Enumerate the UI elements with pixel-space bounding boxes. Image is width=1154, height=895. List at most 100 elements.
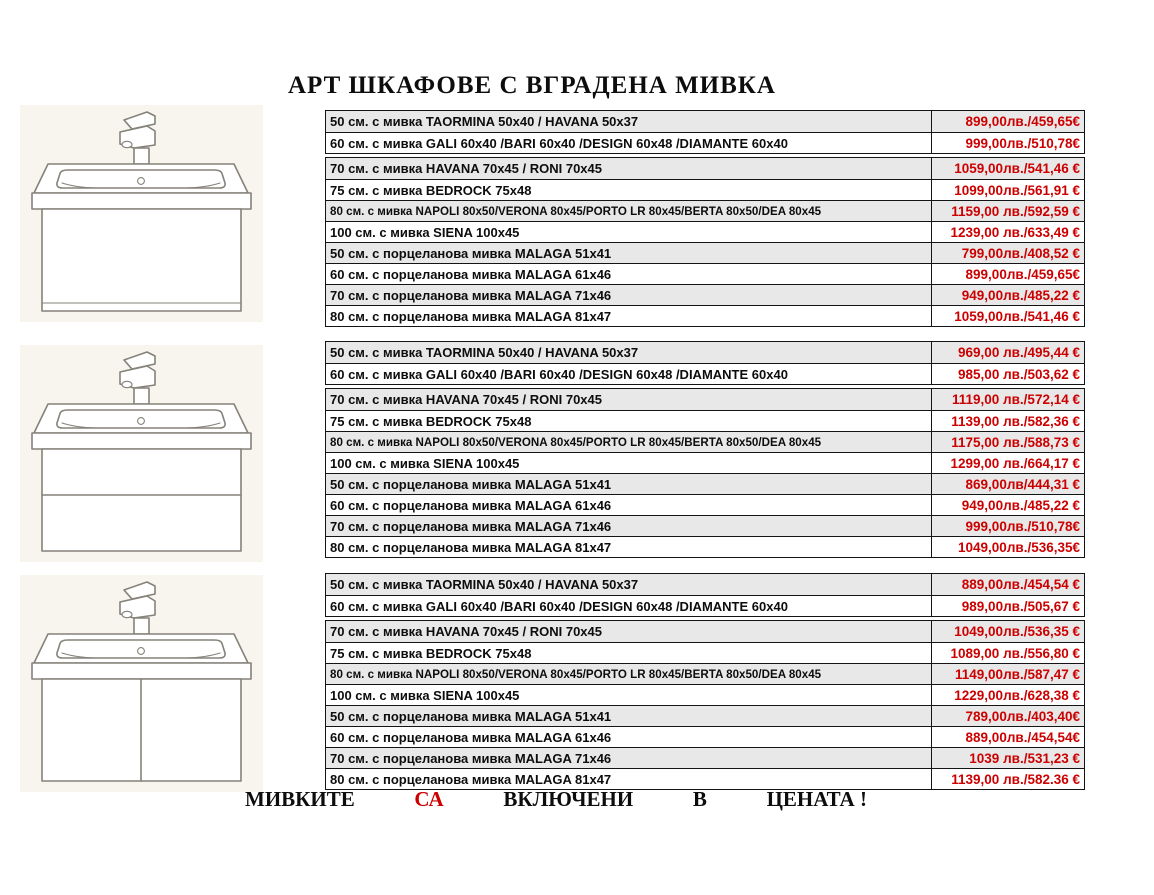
table-row: 80 см. с порцеланова мивка MALAGA 81x47 1… xyxy=(326,768,1084,789)
price-cell: 1149,00лв./587,47 € xyxy=(955,666,1080,682)
page-title: АРТ ШКАФОВЕ С ВГРАДЕНА МИВКА xyxy=(288,72,776,99)
price-cell: 1059,00лв./541,46 € xyxy=(954,308,1080,324)
price-cell: 1229,00лв./628,38 € xyxy=(954,687,1080,703)
product-name-cell: 80 см. с порцеланова мивка MALAGA 81x47 xyxy=(326,306,932,326)
price-cell: 999,00лв./510,78€ xyxy=(965,135,1080,151)
product-name-cell: 50 см. с мивка TAORMINA 50x40 / HAVANA 5… xyxy=(326,574,932,595)
table-row: 60 см. с порцеланова мивка MALAGA 61x46 8… xyxy=(326,263,1084,284)
product-name-cell: 70 см. с мивка HAVANA 70x45 / RONI 70x45 xyxy=(326,158,932,179)
product-name-cell: 75 см. с мивка BEDROCK 75x48 xyxy=(326,411,932,431)
footer-note: МИВКИТЕ СА ВКЛЮЧЕНИ В ЦЕНАТА ! xyxy=(245,787,867,812)
footer-word: В xyxy=(692,787,707,811)
price-table-3-segment-a: 50 см. с мивка TAORMINA 50x40 / HAVANA 5… xyxy=(325,573,1085,617)
table-row: 100 см. с мивка SIENA 100x45 1229,00лв./6… xyxy=(326,684,1084,705)
footer-word: МИВКИТЕ xyxy=(245,787,355,811)
price-cell: 989,00лв./505,67 € xyxy=(961,598,1080,614)
cabinet-body xyxy=(41,208,242,312)
table-row: 50 см. с порцеланова мивка MALAGA 51x41 7… xyxy=(326,242,1084,263)
product-name-cell: 50 см. с порцеланова мивка MALAGA 51x41 xyxy=(326,243,932,263)
product-name-cell: 60 см. с порцеланова мивка MALAGA 61x46 xyxy=(326,727,932,747)
footer-word-highlight: СА xyxy=(414,787,444,811)
table-row: 50 см. с мивка TAORMINA 50x40 / HAVANA 5… xyxy=(326,342,1084,363)
footer-word: ЦЕНАТА ! xyxy=(766,787,867,811)
price-cell: 1159,00 лв./592,59 € xyxy=(951,203,1080,219)
product-name-cell: 80 см. с мивка NAPOLI 80x50/VERONA 80x45… xyxy=(326,664,932,684)
table-row: 100 см. с мивка SIENA 100x45 1299,00 лв./… xyxy=(326,452,1084,473)
table-row: 60 см. с порцеланова мивка MALAGA 61x46 9… xyxy=(326,494,1084,515)
product-name-cell: 50 см. с мивка TAORMINA 50x40 / HAVANA 5… xyxy=(326,342,932,363)
table-row: 70 см. с мивка HAVANA 70x45 / RONI 70x45… xyxy=(326,389,1084,410)
price-cell: 985,00 лв./503,62 € xyxy=(958,366,1080,382)
price-cell: 1039 лв./531,23 € xyxy=(969,750,1080,766)
product-name-cell: 70 см. с порцеланова мивка MALAGA 71x46 xyxy=(326,285,932,305)
price-table-1-segment-b: 70 см. с мивка HAVANA 70x45 / RONI 70x45… xyxy=(325,157,1085,327)
price-cell: 889,00лв./454,54€ xyxy=(965,729,1080,745)
product-name-cell: 75 см. с мивка BEDROCK 75x48 xyxy=(326,643,932,663)
price-cell: 949,00лв./485,22 € xyxy=(961,287,1080,303)
price-cell: 899,00лв./459,65€ xyxy=(965,114,1080,129)
cabinet-illustration-single-door xyxy=(20,105,263,322)
product-name-cell: 70 см. с порцеланова мивка MALAGA 71x46 xyxy=(326,748,932,768)
price-cell: 999,00лв./510,78€ xyxy=(965,518,1080,534)
product-name-cell: 60 см. с порцеланова мивка MALAGA 61x46 xyxy=(326,495,932,515)
table-row: 80 см. с мивка NAPOLI 80x50/VERONA 80x45… xyxy=(326,431,1084,452)
product-name-cell: 50 см. с мивка TAORMINA 50x40 / HAVANA 5… xyxy=(326,111,932,132)
product-name-cell: 80 см. с мивка NAPOLI 80x50/VERONA 80x45… xyxy=(326,201,932,221)
footer-word: ВКЛЮЧЕНИ xyxy=(503,787,634,811)
price-cell: 1119,00 лв./572,14 € xyxy=(952,392,1080,407)
product-name-cell: 70 см. с мивка HAVANA 70x45 / RONI 70x45 xyxy=(326,389,932,410)
price-cell: 1139,00 лв./582,36 € xyxy=(951,413,1080,429)
price-cell: 949,00лв./485,22 € xyxy=(961,497,1080,513)
vanity-sketch-single-door xyxy=(31,111,252,312)
product-name-cell: 80 см. с порцеланова мивка MALAGA 81x47 xyxy=(326,769,932,789)
price-cell: 799,00лв./408,52 € xyxy=(961,245,1080,261)
price-cell: 789,00лв./403,40€ xyxy=(965,708,1080,724)
cabinet-illustration-two-drawers xyxy=(20,345,263,562)
product-name-cell: 100 см. с мивка SIENA 100x45 xyxy=(326,685,932,705)
faucet-icon xyxy=(119,111,156,165)
product-name-cell: 60 см. с мивка GALI 60x40 /BARI 60x40 /D… xyxy=(326,596,932,616)
price-table-2-segment-a: 50 см. с мивка TAORMINA 50x40 / HAVANA 5… xyxy=(325,341,1085,385)
price-cell: 1299,00 лв./664,17 € xyxy=(950,455,1080,471)
sink-top xyxy=(31,403,252,450)
table-row: 80 см. с порцеланова мивка MALAGA 81x47 1… xyxy=(326,305,1084,326)
price-cell: 1239,00 лв./633,49 € xyxy=(950,224,1080,240)
price-cell: 899,00лв./459,65€ xyxy=(965,266,1080,282)
price-table-2-segment-b: 70 см. с мивка HAVANA 70x45 / RONI 70x45… xyxy=(325,388,1085,558)
price-cell: 869,00лв/444,31 € xyxy=(965,476,1080,492)
product-name-cell: 80 см. с мивка NAPOLI 80x50/VERONA 80x45… xyxy=(326,432,932,452)
table-row: 50 см. с мивка TAORMINA 50x40 / HAVANA 5… xyxy=(326,111,1084,132)
product-name-cell: 80 см. с порцеланова мивка MALAGA 81x47 xyxy=(326,537,932,557)
product-name-cell: 50 см. с порцеланова мивка MALAGA 51x41 xyxy=(326,474,932,494)
table-row: 80 см. с мивка NAPOLI 80x50/VERONA 80x45… xyxy=(326,200,1084,221)
table-row: 50 см. с порцеланова мивка MALAGA 51x41 7… xyxy=(326,705,1084,726)
price-table-2: 50 см. с мивка TAORMINA 50x40 / HAVANA 5… xyxy=(325,341,1085,558)
table-row: 70 см. с порцеланова мивка MALAGA 71x46 9… xyxy=(326,515,1084,536)
faucet-icon xyxy=(119,351,156,405)
table-row: 70 см. с мивка HAVANA 70x45 / RONI 70x45… xyxy=(326,158,1084,179)
table-row: 60 см. с мивка GALI 60x40 /BARI 60x40 /D… xyxy=(326,132,1084,153)
sink-top xyxy=(31,633,252,680)
price-cell: 1089,00 лв./556,80 € xyxy=(950,645,1080,661)
price-table-3: 50 см. с мивка TAORMINA 50x40 / HAVANA 5… xyxy=(325,573,1085,790)
cabinet-body xyxy=(41,448,242,552)
cabinet-illustration-two-doors xyxy=(20,575,263,792)
price-cell: 1175,00 лв./588,73 € xyxy=(951,434,1080,450)
table-row: 70 см. с мивка HAVANA 70x45 / RONI 70x45… xyxy=(326,621,1084,642)
product-name-cell: 100 см. с мивка SIENA 100x45 xyxy=(326,222,932,242)
price-cell: 889,00лв./454,54 € xyxy=(961,577,1080,592)
vanity-sketch-two-doors xyxy=(31,581,252,782)
product-name-cell: 50 см. с порцеланова мивка MALAGA 51x41 xyxy=(326,706,932,726)
table-row: 70 см. с порцеланова мивка MALAGA 71x46 1… xyxy=(326,747,1084,768)
price-cell: 1139,00 лв./582.36 € xyxy=(951,771,1080,787)
product-name-cell: 60 см. с мивка GALI 60x40 /BARI 60x40 /D… xyxy=(326,133,932,153)
table-row: 50 см. с мивка TAORMINA 50x40 / HAVANA 5… xyxy=(326,574,1084,595)
sink-top xyxy=(31,163,252,210)
table-row: 75 см. с мивка BEDROCK 75x48 1099,00лв./5… xyxy=(326,179,1084,200)
price-table-3-segment-b: 70 см. с мивка HAVANA 70x45 / RONI 70x45… xyxy=(325,620,1085,790)
price-cell: 969,00 лв./495,44 € xyxy=(958,345,1080,360)
price-cell: 1049,00лв./536,35 € xyxy=(954,624,1080,639)
vanity-sketch-two-drawers xyxy=(31,351,252,552)
price-cell: 1099,00лв./561,91 € xyxy=(954,182,1080,198)
price-table-1-segment-a: 50 см. с мивка TAORMINA 50x40 / HAVANA 5… xyxy=(325,110,1085,154)
